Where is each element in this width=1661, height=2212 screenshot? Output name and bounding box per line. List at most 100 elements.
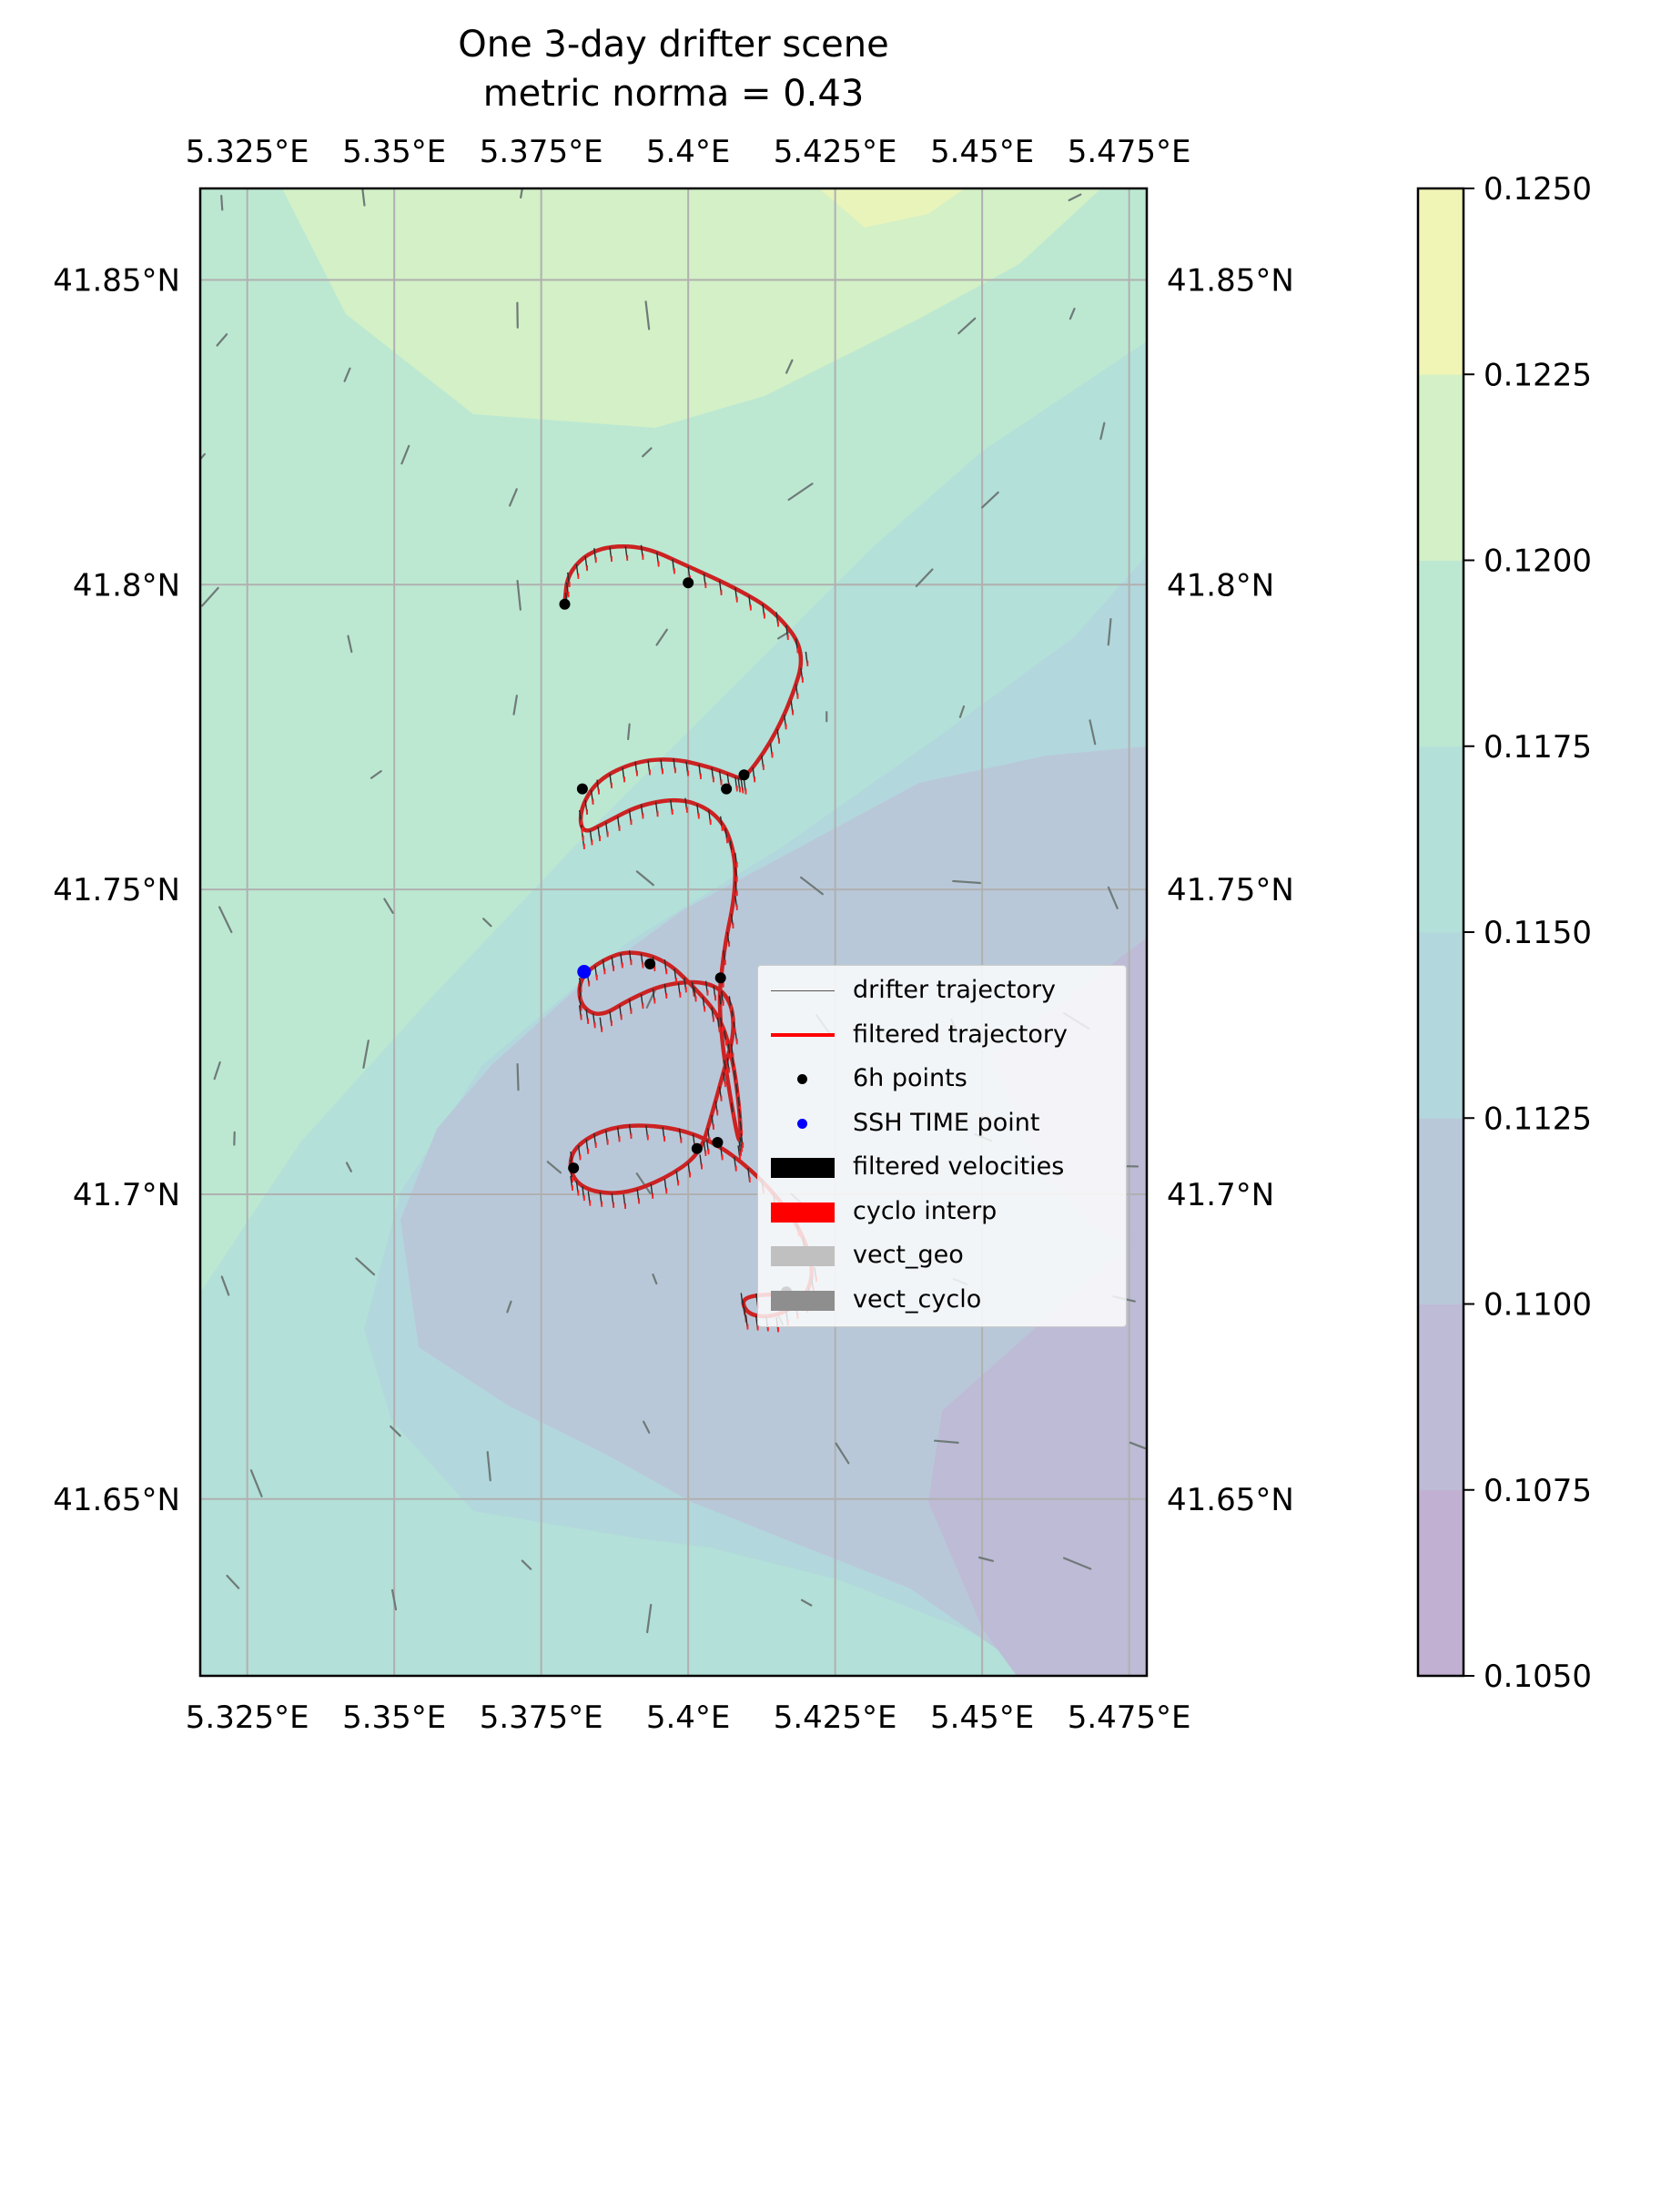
legend-item: filtered velocities (758, 1153, 1126, 1181)
colorbar-band (1418, 932, 1464, 1119)
vector-arrow (362, 1040, 370, 1069)
vector-arrow (361, 188, 366, 207)
x-tick-label-bottom: 5.45°E (930, 1700, 1034, 1736)
y-tick-label-left: 41.8°N (73, 567, 180, 604)
legend-label: filtered trajectory (853, 1020, 1068, 1049)
legend-handle (771, 990, 835, 991)
colorbar-band (1418, 1489, 1464, 1677)
colorbar-tick-label: 0.1225 (1484, 357, 1592, 393)
vector-arrow (776, 630, 792, 640)
six-hour-point (644, 958, 656, 969)
vector-arrow (1089, 719, 1097, 746)
contour-band-0.1225 (819, 188, 965, 228)
x-tick-label-top: 5.35°E (342, 134, 446, 170)
vector-arrow (347, 634, 353, 654)
vector-arrow (355, 1257, 376, 1276)
x-tick-label-top: 5.375°E (480, 134, 603, 170)
colorbar-tick-label: 0.1050 (1484, 1659, 1592, 1695)
vector-arrow (370, 769, 382, 779)
colorbar-band (1418, 746, 1464, 933)
vector-arrow (627, 723, 631, 741)
x-tick-label-top: 5.45°E (930, 134, 1034, 170)
colorbar-band (1418, 1304, 1464, 1491)
vector-arrow (343, 367, 351, 382)
vector-arrow (1107, 618, 1112, 646)
vector-arrow (952, 879, 982, 885)
chart-subtitle: metric norma = 0.43 (483, 73, 865, 115)
colorbar-tick-label: 0.1250 (1484, 171, 1592, 208)
legend-handle (771, 1032, 835, 1037)
vector-arrow (520, 188, 523, 199)
legend-label: vect_geo (853, 1241, 964, 1269)
y-tick-label-right: 41.65°N (1167, 1482, 1294, 1518)
six-hour-point (576, 783, 588, 795)
vector-arrow (1062, 1557, 1092, 1570)
legend-handle (771, 1158, 835, 1178)
legend-item: SSH TIME point (758, 1108, 1126, 1137)
legend-handle (771, 1202, 835, 1223)
legend-item: vect_geo (758, 1242, 1126, 1269)
vector-arrow (516, 579, 522, 611)
vector-arrow (958, 705, 966, 718)
vector-arrow (486, 1451, 491, 1482)
axis-ticks: 5.325°E 5.325°E 5.35°E 5.35°E 5.375°E 5.375°E… (53, 134, 1294, 1736)
vector-arrow (934, 1439, 959, 1444)
vector-arrow (645, 988, 657, 1009)
y-tick-label-left: 41.75°N (53, 872, 180, 908)
six-hour-point (738, 769, 750, 781)
vector-arrow (521, 1559, 532, 1570)
x-tick-label-bottom: 5.475°E (1068, 1700, 1191, 1736)
x-tick-label-bottom: 5.325°E (186, 1700, 309, 1736)
vector-arrow (800, 1598, 813, 1607)
vector-arrow (785, 359, 794, 374)
vector-arrow (635, 870, 654, 887)
vector-arrow (644, 300, 651, 330)
six-hour-point (721, 783, 733, 795)
legend-item: 6h points (758, 1065, 1126, 1092)
vector-arrow (516, 1062, 520, 1091)
vector-arrow (200, 452, 206, 462)
vector-arrow (1129, 1441, 1147, 1450)
contour-band-0.1200 (282, 188, 1101, 428)
contour-band-0.1175 (200, 188, 1147, 1293)
colorbar-tick-label: 0.1075 (1484, 1473, 1592, 1509)
legend-label: drifter trajectory (853, 976, 1057, 1004)
x-tick-label-top: 5.425°E (774, 134, 897, 170)
vector-arrow (957, 317, 977, 335)
vector-arrow (835, 1442, 850, 1465)
legend-item: vect_cyclo (758, 1285, 1126, 1314)
vector-arrow (642, 447, 653, 458)
x-tick-label-bottom: 5.4°E (646, 1700, 731, 1736)
vector-arrow (1069, 308, 1076, 320)
vector-arrow (218, 906, 233, 934)
y-tick-label-right: 41.7°N (1167, 1177, 1274, 1213)
vector-arrow (655, 628, 668, 646)
vector-arrow (216, 333, 228, 347)
vector-arrow (509, 488, 518, 507)
legend-label: 6h points (853, 1064, 967, 1092)
vector-arrow (642, 1420, 651, 1434)
x-tick-label-top: 5.4°E (646, 134, 731, 170)
y-tick-label-right: 41.8°N (1167, 567, 1274, 604)
legend-item: filtered trajectory (758, 1020, 1126, 1049)
vector-arrow (213, 1060, 221, 1081)
vector-arrow (512, 695, 518, 715)
legend-handle (771, 1246, 835, 1266)
legend-handle (797, 1074, 807, 1084)
vector-arrow (1107, 886, 1119, 909)
y-tick-label-left: 41.85°N (53, 262, 180, 299)
gridlines (200, 188, 1147, 1676)
y-tick-label-left: 41.7°N (73, 1177, 180, 1213)
legend-label: SSH TIME point (853, 1108, 1040, 1137)
vector-arrow (220, 1275, 230, 1296)
colorbar-tick-label: 0.1200 (1484, 543, 1592, 580)
plot-frame (198, 187, 1149, 1678)
vector-arrow (345, 1162, 352, 1172)
colorbar-band (1418, 188, 1464, 375)
legend-label: cyclo interp (853, 1196, 998, 1225)
vector-arrow (787, 482, 814, 502)
vector-arrow (400, 444, 410, 465)
legend-item: drifter trajectory (758, 977, 1126, 1004)
x-tick-label-top: 5.325°E (186, 134, 309, 170)
vector-arrow (201, 586, 219, 607)
